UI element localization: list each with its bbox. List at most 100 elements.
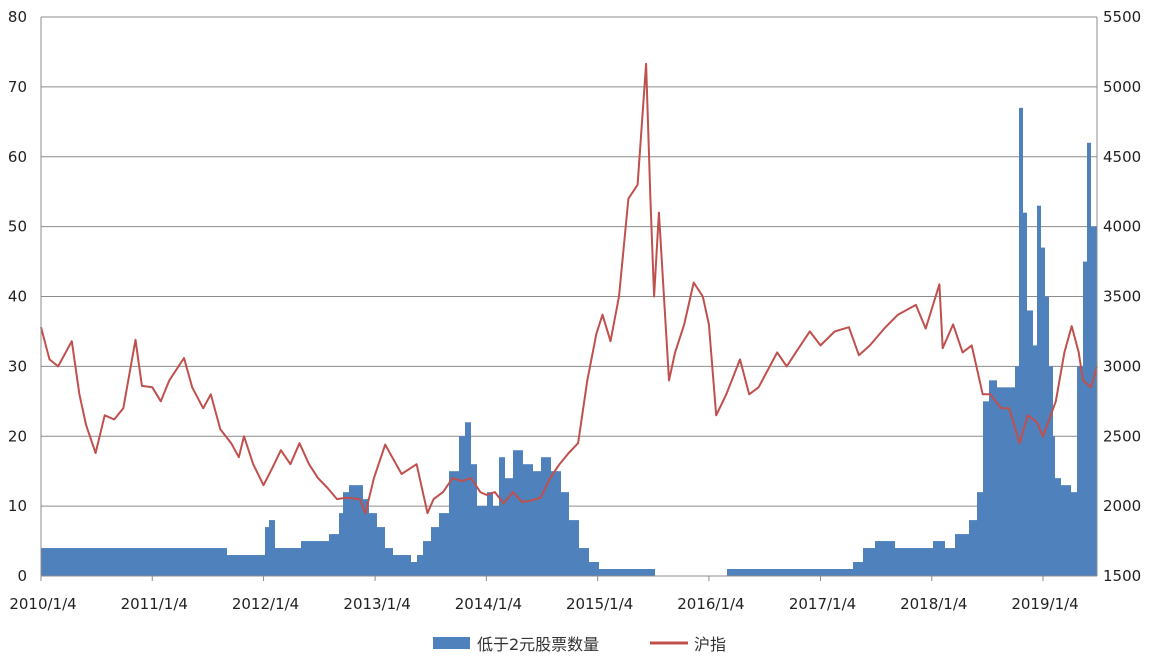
bar: [787, 569, 789, 576]
bar: [307, 541, 309, 576]
bar: [745, 569, 747, 576]
bar: [363, 499, 365, 576]
bar: [507, 478, 509, 576]
bar: [1007, 387, 1009, 576]
bar: [803, 569, 805, 576]
bar: [793, 569, 795, 576]
bar: [901, 548, 903, 576]
bar: [189, 548, 191, 576]
bar: [215, 548, 217, 576]
bar: [445, 513, 447, 576]
bar: [141, 548, 143, 576]
bar: [263, 555, 265, 576]
bar: [955, 534, 957, 576]
bar: [497, 506, 499, 576]
bar: [883, 541, 885, 576]
bar: [777, 569, 779, 576]
bar: [859, 562, 861, 576]
bar: [633, 569, 635, 576]
bar: [741, 569, 743, 576]
bar: [627, 569, 629, 576]
bar: [157, 548, 159, 576]
bar: [1019, 107, 1021, 577]
bar: [1093, 226, 1095, 576]
bar: [863, 548, 865, 576]
bar: [553, 471, 555, 576]
bar: [283, 548, 285, 576]
bar: [361, 485, 363, 576]
y-right-tick-label: 5500: [1103, 8, 1141, 26]
bar: [743, 569, 745, 576]
bar: [595, 562, 597, 576]
bar: [331, 534, 333, 576]
bar: [167, 548, 169, 576]
bar: [447, 513, 449, 576]
bar: [757, 569, 759, 576]
bar: [1035, 345, 1037, 576]
bar: [195, 548, 197, 576]
bar: [565, 492, 567, 576]
bar: [119, 548, 121, 576]
bar: [567, 492, 569, 576]
bar: [739, 569, 741, 576]
bar: [333, 534, 335, 576]
bar: [123, 548, 125, 576]
bar: [727, 569, 729, 576]
y-left-tick-label: 80: [8, 8, 27, 26]
right-axis-ticks: 1500 2000 2500 3000 3500 4000 4500 5000 5500: [1103, 8, 1141, 585]
bar: [155, 548, 157, 576]
bar: [871, 548, 873, 576]
bar: [65, 548, 67, 576]
bar: [609, 569, 611, 576]
bar: [751, 569, 753, 576]
y-right-tick-label: 4000: [1103, 218, 1141, 236]
bar: [1027, 310, 1029, 576]
bar: [373, 513, 375, 576]
bar: [501, 457, 503, 576]
bar: [415, 562, 417, 576]
bar: [45, 548, 47, 576]
line-series-index: [40, 62, 1098, 515]
bar: [327, 541, 329, 576]
bar: [421, 555, 423, 576]
bar: [427, 541, 429, 576]
bar: [495, 506, 497, 576]
bar: [573, 520, 575, 576]
bar: [853, 562, 855, 576]
bar: [521, 450, 523, 576]
bar: [479, 506, 481, 576]
bar: [299, 548, 301, 576]
bar: [845, 569, 847, 576]
bar: [175, 548, 177, 576]
bar: [281, 548, 283, 576]
bar: [623, 569, 625, 576]
bar: [87, 548, 89, 576]
bar: [1039, 205, 1041, 576]
bar: [1047, 296, 1049, 576]
bar: [625, 569, 627, 576]
bar: [345, 492, 347, 576]
bar: [897, 548, 899, 576]
gridlines: [41, 16, 1097, 577]
bar: [493, 506, 495, 576]
bar: [867, 548, 869, 576]
bar: [517, 450, 519, 576]
bar: [409, 555, 411, 576]
bar: [145, 548, 147, 576]
bar: [317, 541, 319, 576]
bar: [865, 548, 867, 576]
bar: [265, 527, 267, 576]
bar: [961, 534, 963, 576]
bar: [613, 569, 615, 576]
bar: [555, 471, 557, 576]
bar: [295, 548, 297, 576]
bar: [991, 380, 993, 576]
x-tick-label: 2018/1/4: [900, 595, 967, 613]
bar: [1017, 366, 1019, 576]
bar: [641, 569, 643, 576]
y-left-tick-label: 70: [8, 78, 27, 96]
legend-label-line: 沪指: [694, 635, 726, 654]
bar: [927, 548, 929, 576]
bar: [387, 548, 389, 576]
